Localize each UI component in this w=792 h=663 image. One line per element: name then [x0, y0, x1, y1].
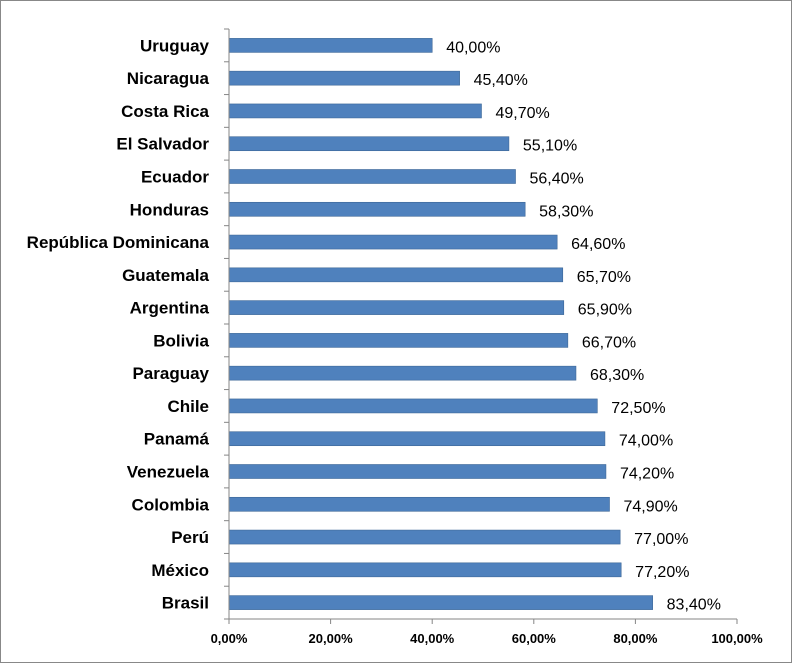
x-tick-label: 60,00% [512, 631, 557, 646]
bar-panamá [228, 431, 606, 447]
category-label: Panamá [144, 430, 210, 449]
data-label: 65,90% [578, 302, 632, 319]
bar-uruguay [228, 38, 433, 53]
bar-nicaragua [228, 70, 460, 86]
category-label: Colombia [132, 495, 210, 514]
bar-ecuador [228, 169, 516, 184]
bar-honduras [228, 201, 526, 217]
data-label: 74,00% [619, 433, 673, 450]
data-label: 40,00% [446, 39, 500, 56]
x-tick-label: 100,00% [711, 631, 763, 646]
category-labels: Uruguay Nicaragua Costa Rica El Salvador Ecu… [27, 36, 210, 612]
category-label: Chile [167, 397, 209, 416]
category-label: México [151, 561, 209, 580]
category-label: El Salvador [116, 135, 209, 154]
bar-colombia [228, 496, 610, 512]
category-label: Guatemala [122, 266, 209, 285]
category-label: Honduras [130, 200, 209, 219]
category-label: Argentina [130, 299, 210, 318]
bar-guatemala [228, 267, 564, 283]
bar-costa-rica [228, 103, 482, 119]
data-label: 58,30% [539, 203, 593, 220]
category-label: Brasil [162, 594, 209, 613]
data-label: 83,40% [667, 597, 721, 614]
category-label: Perú [171, 528, 209, 547]
data-label: 66,70% [582, 334, 636, 351]
data-label: 72,50% [611, 400, 665, 417]
bar-república-dominicana [228, 234, 558, 250]
data-label: 68,30% [590, 367, 644, 384]
data-label: 56,40% [530, 171, 584, 188]
data-label: 77,20% [635, 564, 689, 581]
data-label: 65,70% [577, 269, 631, 286]
category-label: Nicaragua [127, 69, 210, 88]
data-label: 74,90% [623, 498, 677, 515]
bar-méxico [228, 562, 622, 578]
bar-el-salvador [228, 136, 510, 152]
bar-bolivia [228, 333, 569, 348]
data-label: 77,00% [634, 531, 688, 548]
x-tick-label: 40,00% [410, 631, 455, 646]
x-tick-label: 20,00% [309, 631, 354, 646]
bar-brasil [228, 595, 653, 610]
bar-paraguay [228, 365, 577, 381]
data-labels: 40,00% 45,40% 49,70% 55,10% 56,40% 58,30% 64,6… [446, 39, 721, 613]
data-label: 74,20% [620, 466, 674, 483]
bar-perú [228, 529, 621, 545]
category-label: Venezuela [127, 463, 210, 482]
data-label: 55,10% [523, 138, 577, 155]
bar-venezuela [228, 464, 607, 479]
data-label: 45,40% [474, 72, 528, 89]
x-tick-label: 80,00% [613, 631, 658, 646]
x-axis-ticks: 0,00% 20,00% 40,00% 60,00% 80,00% 100,00% [211, 28, 763, 646]
x-tick-label: 0,00% [211, 631, 248, 646]
bars-layer [228, 38, 653, 610]
category-label: Bolivia [153, 331, 209, 350]
data-label: 64,60% [571, 236, 625, 253]
category-label: Costa Rica [121, 102, 209, 121]
bar-argentina [228, 300, 565, 315]
category-label: Paraguay [132, 364, 209, 383]
category-label: República Dominicana [27, 233, 210, 252]
category-label: Uruguay [140, 36, 210, 55]
category-label: Ecuador [141, 168, 209, 187]
data-label: 49,70% [495, 105, 549, 122]
bar-chile [228, 398, 598, 414]
